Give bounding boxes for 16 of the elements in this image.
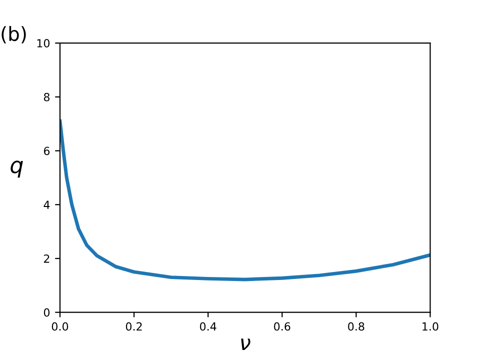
text: (b) — [2, 26, 26, 44]
y-tick-label: 4 — [44, 200, 50, 209]
y-tick-label: 6 — [44, 146, 50, 156]
y-tick-label: 8 — [44, 92, 50, 102]
y-tick-label: 2 — [44, 254, 50, 263]
x-tick-label: 0.6 — [274, 322, 290, 331]
x-tick-label: 0.2 — [126, 322, 142, 331]
y-tick-label: 0 — [44, 308, 50, 317]
x-tick-label: 0.8 — [348, 322, 364, 331]
x-tick-label: 1.0 — [422, 322, 438, 331]
x-axis-title: ν — [241, 338, 250, 350]
x-tick-label: 0.0 — [52, 322, 68, 331]
y-tick-label: 10 — [37, 39, 50, 48]
line-series — [60, 119, 430, 282]
y-axis-title: q — [10, 160, 23, 178]
x-tick-label: 0.4 — [200, 322, 216, 331]
